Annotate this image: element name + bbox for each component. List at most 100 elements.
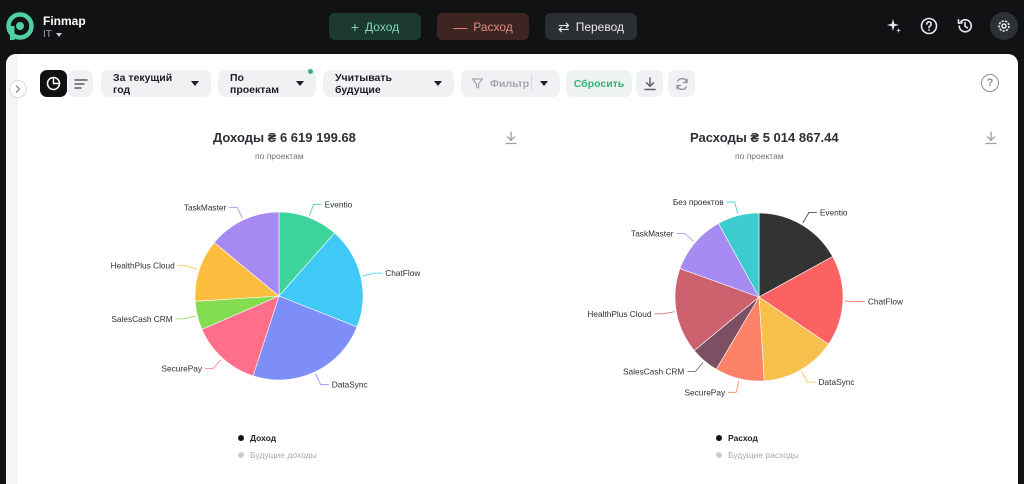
download-button[interactable] <box>636 70 663 97</box>
pie-label-datasync: DataSync <box>819 377 855 387</box>
workspace-selector[interactable]: IT <box>43 29 62 40</box>
help-button[interactable] <box>918 15 940 37</box>
chevron-down-icon <box>434 81 442 86</box>
pie-label-salescash-crm: SalesCash CRM <box>623 367 684 377</box>
pie-slice-datasync[interactable] <box>758 296 829 382</box>
top-bar: Finmap IT + Доход — Расход ⇄ Перевод <box>0 0 1024 54</box>
pie-label-salescash-crm: SalesCash CRM <box>111 314 172 324</box>
pie-chart-icon <box>46 76 61 91</box>
app-name: Finmap <box>43 14 86 28</box>
legend-dot <box>716 452 722 458</box>
add-transfer-button[interactable]: ⇄ Перевод <box>545 13 637 40</box>
pie-label-healthplus-cloud: HealthPlus Cloud <box>587 309 651 319</box>
download-icon[interactable] <box>985 131 997 145</box>
chevron-right-icon <box>15 85 21 93</box>
pie-slice-healthplus-cloud[interactable] <box>194 242 280 302</box>
sidebar-toggle-button[interactable] <box>9 80 27 98</box>
sidebar-rail <box>6 54 18 484</box>
pie-label-securepay: SecurePay <box>161 363 202 373</box>
pie-leader-line <box>726 201 739 214</box>
pie-slice-securepay[interactable] <box>201 295 280 377</box>
reset-label: Сбросить <box>573 77 625 90</box>
add-income-label: Доход <box>365 19 400 34</box>
legend-label: Расход <box>728 433 758 443</box>
download-icon[interactable] <box>505 131 517 145</box>
minus-icon: — <box>453 18 468 35</box>
sparkle-button[interactable] <box>883 15 905 37</box>
pie-leader-line <box>676 232 694 242</box>
pie-leader-line <box>801 371 816 383</box>
group-by-label: По проектам <box>230 71 280 96</box>
legend-dot <box>238 435 244 441</box>
add-expense-button[interactable]: — Расход <box>437 13 529 40</box>
pie-leader-line <box>802 212 817 224</box>
legend-label: Будущие расходы <box>728 450 799 460</box>
main-panel <box>6 54 1018 484</box>
pie-leader-line <box>844 300 865 303</box>
pie-leader-line <box>177 265 198 270</box>
pie-label-healthplus-cloud: HealthPlus Cloud <box>111 261 175 271</box>
plus-icon: + <box>350 18 360 35</box>
period-dropdown[interactable]: За текущий год <box>101 70 211 97</box>
legend-dot <box>716 435 722 441</box>
group-by-dropdown[interactable]: По проектам <box>218 70 316 97</box>
pie-label-taskmaster: TaskMaster <box>184 202 227 212</box>
filter-divider <box>531 75 532 92</box>
expense-chart-subtitle: по проектам <box>735 151 784 161</box>
future-label: Учитывать будущие <box>335 71 392 96</box>
pie-leader-line <box>309 203 322 216</box>
pie-slice-datasync[interactable] <box>252 295 358 381</box>
legend-label: Будущие доходы <box>250 450 317 460</box>
future-dropdown[interactable]: Учитывать будущие <box>323 70 454 97</box>
help-icon <box>920 17 938 35</box>
refresh-button[interactable] <box>668 70 695 97</box>
pie-slice-chatflow[interactable] <box>758 256 844 345</box>
list-icon <box>73 78 88 89</box>
pie-leader-line <box>362 272 383 277</box>
filter-button[interactable]: Фильтр <box>461 70 560 97</box>
pie-slice-eventio[interactable] <box>758 212 834 298</box>
chevron-down-icon <box>540 81 548 86</box>
history-icon <box>957 19 972 33</box>
expense-pie-chart: Eventio ChatFlow DataSync SecurePaySalesCas… <box>587 197 904 397</box>
pie-slice-taskmaster[interactable] <box>213 211 280 297</box>
income-chart-subtitle: по проектам <box>255 151 304 161</box>
add-income-button[interactable]: + Доход <box>329 13 421 40</box>
legend-expense[interactable]: Расход <box>716 433 758 443</box>
filter-label: Фильтр <box>490 77 530 90</box>
legend-dot <box>238 452 244 458</box>
transfer-icon: ⇄ <box>557 18 570 35</box>
help-icon[interactable]: ? <box>981 74 999 92</box>
group-active-dot <box>308 69 313 74</box>
legend-income[interactable]: Доход <box>238 433 276 443</box>
pie-label-eventio: Eventio <box>325 199 353 209</box>
pie-label-chatflow: ChatFlow <box>868 297 904 307</box>
settings-button[interactable] <box>990 12 1018 40</box>
filter-icon <box>471 78 484 89</box>
pie-label-datasync: DataSync <box>332 380 368 390</box>
pie-leader-line <box>654 311 675 315</box>
history-button[interactable] <box>954 15 976 37</box>
income-pie-chart: Eventio ChatFlow DataSync SecurePay SalesCas… <box>111 199 422 389</box>
pie-leader-line <box>205 359 222 369</box>
pie-leader-line <box>728 380 740 393</box>
workspace-name: IT <box>43 29 52 40</box>
chart-view-button[interactable] <box>40 70 67 97</box>
income-chart-title: Доходы ₴ 6 619 199.68 <box>213 130 356 145</box>
pie-slice-healthplus-cloud[interactable] <box>674 268 760 351</box>
pie-label-taskmaster: TaskMaster <box>631 228 674 238</box>
pie-label-chatflow: ChatFlow <box>385 268 421 278</box>
legend-future-expense[interactable]: Будущие расходы <box>716 450 799 460</box>
pie-slice-без-проектов[interactable] <box>718 212 760 298</box>
download-icon <box>643 76 656 90</box>
pie-slice-chatflow[interactable] <box>278 232 364 328</box>
list-view-button[interactable] <box>68 70 93 97</box>
chevron-down-icon <box>55 32 62 37</box>
pie-leader-line <box>687 362 704 372</box>
pie-leader-line <box>229 206 243 219</box>
reset-button[interactable]: Сбросить <box>566 70 632 97</box>
period-label: За текущий год <box>113 71 173 96</box>
pie-label-без-проектов: Без проектов <box>673 197 724 207</box>
legend-future-income[interactable]: Будущие доходы <box>238 450 317 460</box>
